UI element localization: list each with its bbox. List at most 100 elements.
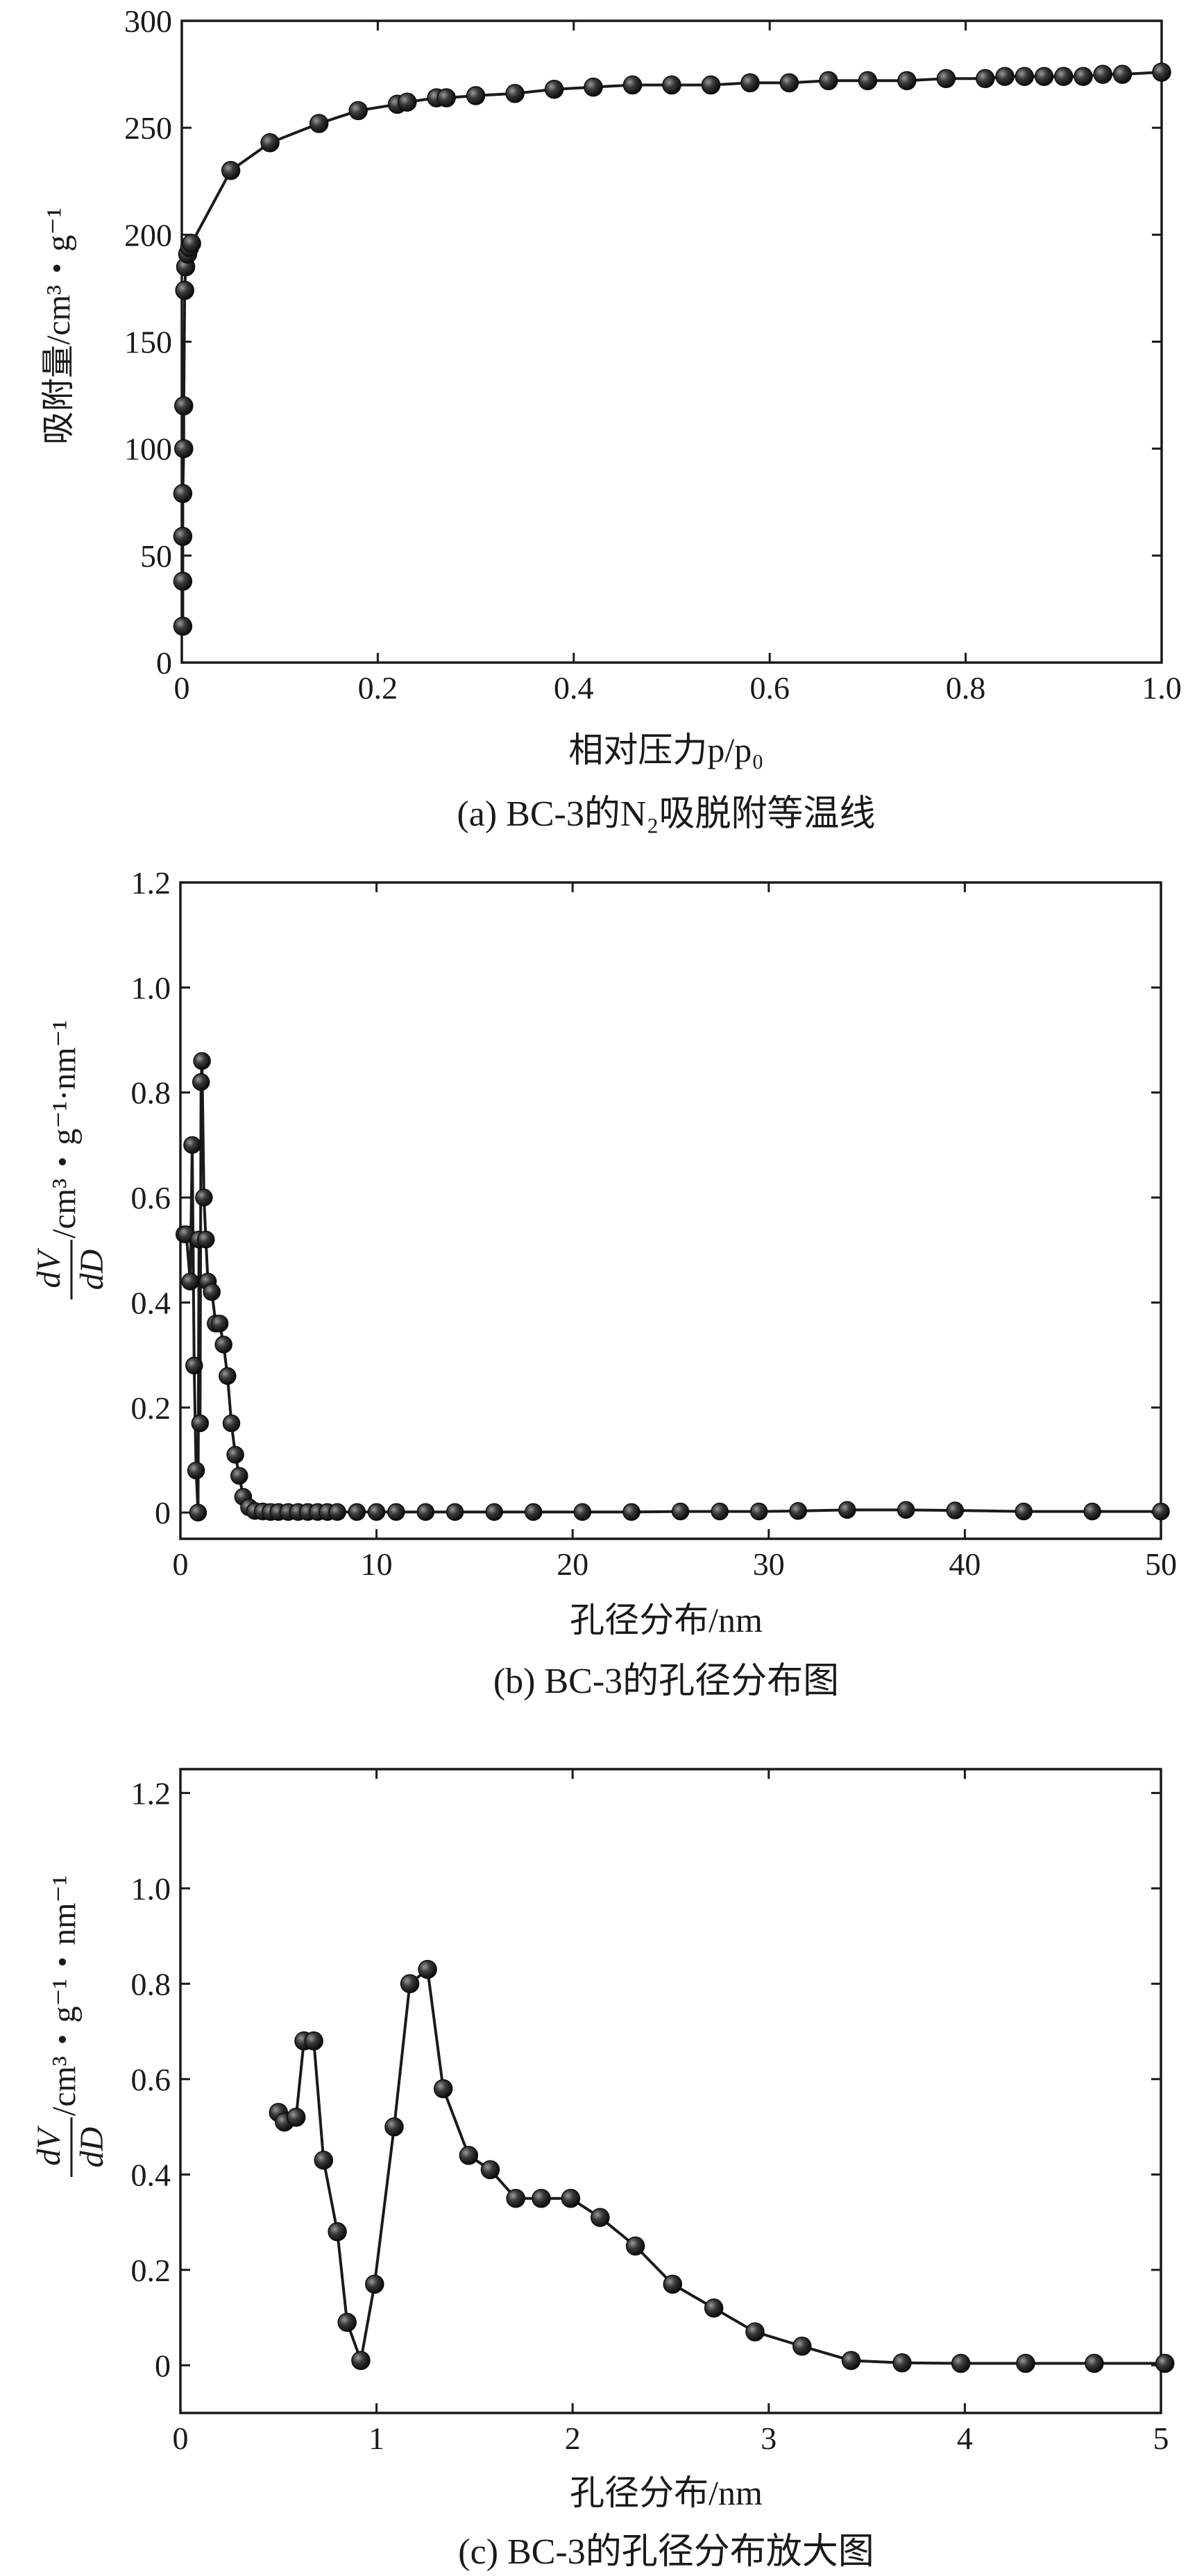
panel-b-data-point [183, 1136, 201, 1154]
panel-b-data-point [1152, 1502, 1170, 1521]
panel-c-y-tick-label: 0.6 [131, 2062, 171, 2097]
panel-c-data-point [663, 2274, 683, 2294]
panel-a-data-point [701, 75, 721, 95]
panel-a-x-axis-label: 相对压力p/p₀ [568, 731, 763, 769]
panel-a-data-point [309, 114, 329, 133]
panel-a-y-tick-label: 250 [124, 110, 172, 146]
panel-b-plot-frame [179, 881, 1162, 1540]
panel-a-data-point [976, 69, 995, 89]
panel-a-data-point [1054, 67, 1074, 86]
panel-c-data-point [1155, 2353, 1175, 2373]
panel-a-data-point [466, 86, 486, 105]
panel-c-x-tick-label: 0 [173, 2421, 189, 2456]
panel-a-data-point [436, 88, 456, 108]
panel-b-data-point [328, 1503, 346, 1521]
panel-a-y-tick-label: 0 [156, 645, 172, 681]
panel-c-y-tick-label: 1.2 [131, 1775, 171, 1811]
panel-c-x-tick-label: 1 [368, 2421, 384, 2456]
panel-b-x-tick-label: 10 [361, 1546, 393, 1582]
panel-c-data-point [286, 2108, 306, 2127]
panel-b-data-point [195, 1188, 213, 1206]
panel-c-data-point [400, 1974, 420, 1994]
panel-c-data-point [506, 2188, 525, 2208]
panel-a-x-tick-label: 0.4 [554, 670, 594, 706]
panel-a-series [173, 62, 1171, 636]
panel-b-series [175, 1052, 1170, 1521]
panel-b-data-point [485, 1503, 503, 1521]
panel-c-data-point [1085, 2353, 1104, 2373]
panel-b-y-tick-label: 1.0 [131, 970, 171, 1005]
panel-c-data-point [745, 2322, 765, 2342]
panel-a-data-point [1152, 62, 1171, 82]
panel-a-data-point [897, 71, 917, 91]
panel-c-data-point [892, 2353, 912, 2373]
panel-a-y-tick-label: 50 [140, 538, 172, 574]
panel-b-data-point [946, 1501, 965, 1519]
panel-c-y-tick-label: 1.0 [131, 1871, 171, 1907]
panel-c-caption: (c) BC-3的孔径分布放大图 [458, 2532, 874, 2572]
panel-c-data-point [841, 2351, 861, 2371]
panel-c-data-point [351, 2351, 371, 2371]
panel-a-data-point [584, 77, 603, 97]
panel-a-data-point [1015, 67, 1035, 86]
panel-b-data-point [387, 1503, 405, 1521]
panel-c-data-point [1016, 2353, 1035, 2373]
panel-b-data-point [524, 1503, 543, 1521]
panel-a-data-point [1034, 67, 1054, 86]
panel-a-data-point [173, 616, 193, 636]
panel-a-y-tick-label: 200 [124, 217, 172, 253]
panel-c-data-point [480, 2160, 500, 2180]
panel-a-x-tick-label: 1.0 [1142, 670, 1182, 706]
panel-c-y-label-denominator: dD [74, 2127, 110, 2168]
panel-b-series-line [184, 1059, 1161, 1515]
panel-b-data-point [1083, 1502, 1101, 1521]
panel-b-y-label-denominator: dD [74, 1249, 110, 1290]
panel-c-data-point [433, 2079, 453, 2099]
panel-c-data-point [704, 2298, 724, 2318]
panel-b-data-point [222, 1414, 241, 1433]
panel-b-y-label-numerator: dV [31, 1248, 67, 1288]
panel-b-data-point [226, 1446, 244, 1464]
panel-b-x-ticks: 0 10 20 30 40 50 [173, 882, 1177, 1582]
panel-b-data-point [897, 1501, 915, 1519]
panel-b-data-point [416, 1503, 435, 1521]
panel-b-data-point [622, 1503, 640, 1521]
panel-b-data-point [210, 1314, 229, 1333]
panel-b-data-point [193, 1052, 211, 1071]
panel-a-data-point [858, 71, 878, 91]
panel-c-data-point [304, 2031, 323, 2051]
panel-a-data-point [1093, 65, 1113, 84]
panel-c-x-axis-label: 孔径分布/nm [570, 2473, 763, 2512]
panel-a-x-ticks: 0 0.2 0.4 0.6 0.8 1.0 [174, 21, 1182, 706]
panel-b-x-tick-label: 40 [949, 1546, 981, 1582]
panel-a-data-point [174, 438, 194, 459]
panel-b-data-point [838, 1501, 856, 1519]
panel-b-data-point [187, 1461, 205, 1480]
panel-a-data-point [779, 73, 799, 93]
panel-a-data-point [173, 572, 193, 591]
panel-c-x-tick-label: 5 [1153, 2421, 1169, 2456]
panel-c-data-point [418, 1959, 437, 1979]
panel-a-data-point [221, 161, 241, 180]
panel-b-x-tick-label: 20 [557, 1546, 588, 1582]
panel-a-data-point [260, 133, 280, 153]
panel-b-x-tick-label: 30 [753, 1546, 785, 1582]
panel-c-series [269, 1959, 1175, 2373]
panel-b-y-tick-label: 0.6 [131, 1180, 171, 1216]
panel-b-y-tick-label: 0.4 [131, 1285, 171, 1320]
panel-a-y-tick-label: 300 [124, 3, 172, 39]
panel-a-plot-frame [180, 19, 1163, 664]
panel-b-data-point [230, 1467, 248, 1485]
panel-b-data-point [203, 1283, 221, 1302]
panel-c-y-label-numerator: dV [31, 2126, 67, 2166]
panel-a-data-point [1074, 67, 1093, 86]
panel-c-y-tick-label: 0.2 [131, 2253, 171, 2288]
panel-c-x-tick-label: 2 [565, 2421, 581, 2456]
panel-b-data-point [191, 1414, 210, 1433]
panel-a-x-tick-label: 0.8 [946, 670, 986, 706]
panel-c-y-axis-label: /cm³・g⁻¹・nm⁻¹ dV dD [31, 1875, 110, 2177]
panel-a-data-point [174, 396, 194, 416]
panel-c-data-point [792, 2337, 812, 2356]
panel-b-data-point [367, 1503, 386, 1521]
